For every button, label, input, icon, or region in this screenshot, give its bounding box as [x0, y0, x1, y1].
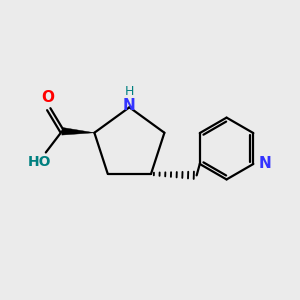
Text: O: O	[41, 90, 54, 105]
Polygon shape	[62, 128, 94, 135]
Text: N: N	[123, 98, 136, 113]
Text: N: N	[258, 157, 271, 172]
Text: HO: HO	[28, 155, 51, 170]
Text: H: H	[125, 85, 134, 98]
